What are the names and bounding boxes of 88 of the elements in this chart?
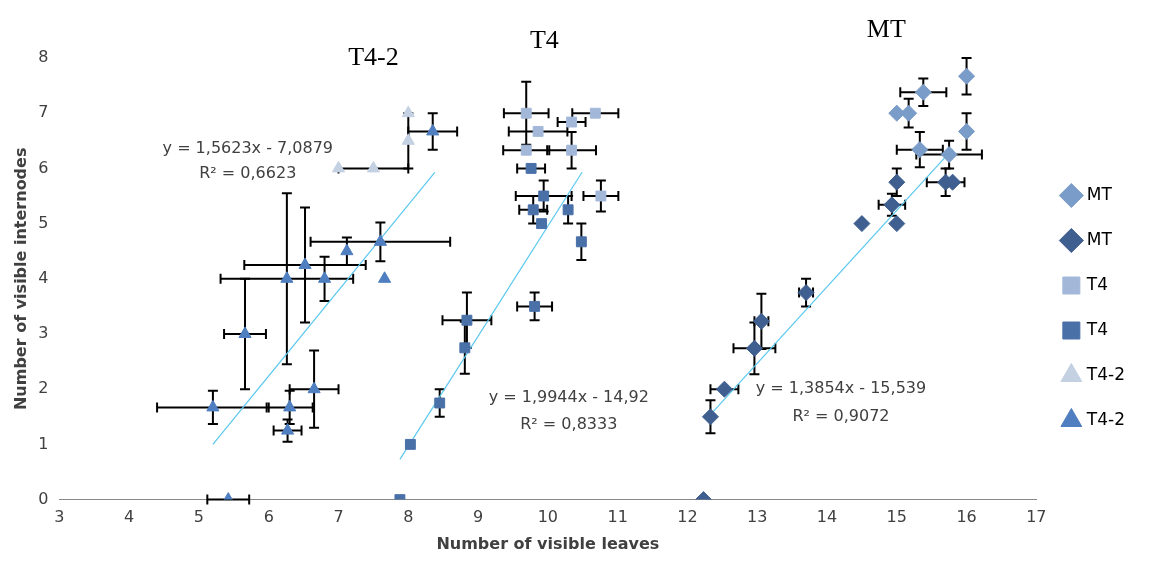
point [378,271,392,283]
point [525,162,537,174]
point [373,234,387,246]
y-tick-label: 5 [38,212,49,232]
x-tick-label: 3 [54,507,65,527]
y-axis-title: Number of visible internodes [10,147,30,411]
y-tick-label: 4 [38,267,49,287]
legend-label: T4-2 [1085,408,1126,429]
point [280,271,294,283]
y-tick-label: 2 [38,378,49,398]
point [331,160,346,173]
y-tick-label: 6 [38,157,49,177]
point [883,196,901,214]
point [562,204,574,216]
legend-label: T4 [1085,318,1109,339]
x-tick-label: 10 [537,507,559,527]
legend-label: T4-2 [1085,363,1126,384]
point [238,326,252,338]
point [536,218,548,230]
annotation: R² = 0,9072 [792,405,890,425]
text: T4 [529,25,559,55]
point [940,146,958,164]
y-tick-label: 1 [38,433,49,453]
x-tick-label: 8 [403,507,414,527]
point [340,243,354,256]
annotation: T4-2 [348,41,399,71]
annotation: R² = 0,8333 [520,414,618,434]
x-tick-label: 5 [193,507,205,527]
point [206,399,220,412]
point [715,380,733,398]
annotation: R² = 0,6623 [199,163,297,183]
point [527,204,539,216]
point [401,105,415,118]
point [575,236,587,248]
point [532,125,544,137]
point [538,190,550,202]
legend-label: MT [1086,183,1113,204]
point [900,104,918,122]
x-tick-label: 7 [333,507,344,527]
x-tick-label: 6 [263,507,274,527]
point [745,339,763,357]
point [366,160,380,173]
point [911,141,929,159]
point [401,133,415,145]
x-tick-label: 17 [1026,507,1047,527]
x-tick-label: 15 [886,507,907,527]
y-tick-label: 3 [38,323,49,343]
point [283,399,297,412]
text: MT [866,14,906,44]
point [426,123,440,136]
x-tick-label: 16 [956,507,977,527]
legend-label: T4 [1085,273,1109,294]
point [566,116,578,128]
point [853,215,871,233]
point [701,408,719,426]
y-tick-label: 8 [38,47,49,67]
point [520,144,532,156]
point [888,173,906,191]
x-tick-label: 13 [747,507,768,527]
y-tick-label: 0 [38,488,49,508]
x-tick-label: 9 [472,507,484,527]
point [281,423,295,435]
point [589,107,601,119]
point [307,381,321,394]
annotation: y = 1,9944x - 14,92 [488,386,649,406]
x-tick-label: 14 [816,507,838,527]
point [958,67,976,85]
point [404,438,416,450]
point [318,271,332,283]
x-tick-label: 11 [607,507,628,527]
point [298,257,312,269]
point [461,314,473,326]
point [434,397,446,409]
x-tick-label: 12 [677,507,698,527]
point [595,190,607,202]
point [459,342,471,354]
annotation: y = 1,5623x - 7,0879 [162,138,334,158]
point [958,122,976,140]
point [520,107,532,119]
point [888,215,906,233]
point [566,144,578,156]
x-tick-label: 4 [124,507,135,527]
x-axis-title: Number of visible leaves [436,533,660,553]
annotation: y = 1,3854x - 15,539 [755,378,927,398]
point [914,83,932,101]
y-tick-label: 7 [38,102,49,122]
point [529,300,541,312]
legend-label: MT [1086,228,1113,249]
